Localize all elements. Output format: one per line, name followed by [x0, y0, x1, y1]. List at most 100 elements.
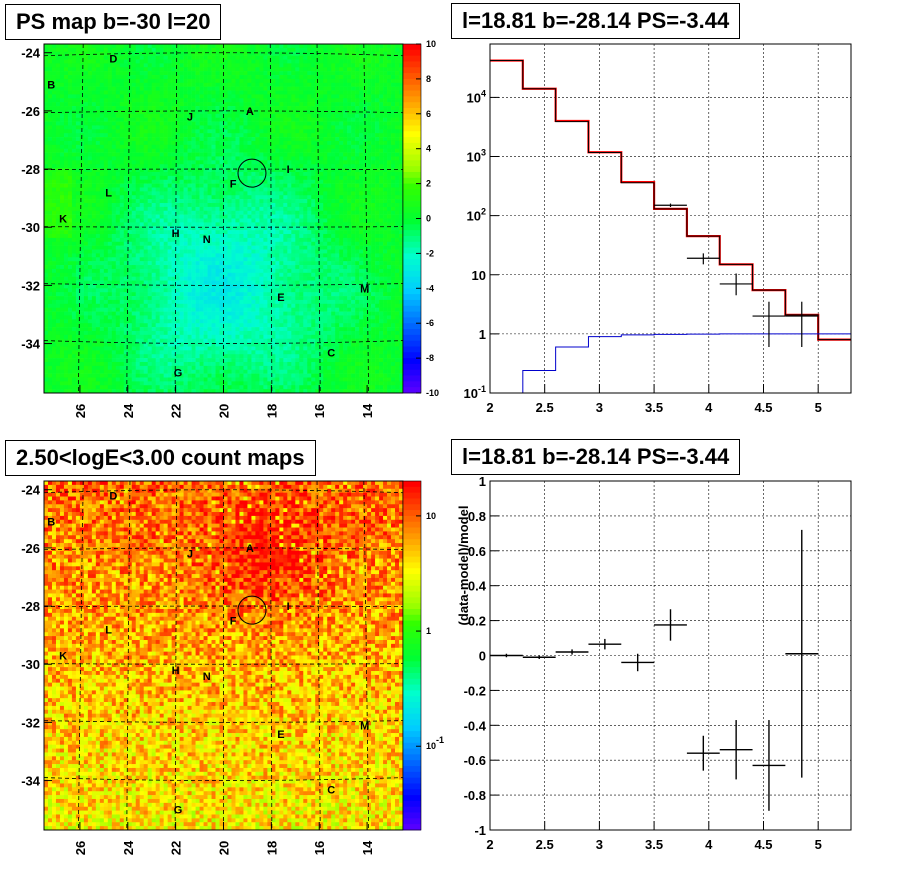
countmap-xtick-label: 26	[73, 841, 88, 855]
countmap-colorbar-cell	[403, 702, 421, 709]
psmap-ytick-label: -32	[21, 278, 40, 293]
countmap-colorbar-cell	[403, 620, 421, 627]
residual-xtick-label: 3.5	[645, 837, 663, 852]
countmap-colorbar-cell	[403, 707, 421, 715]
countmap-colorbar-cell	[403, 556, 421, 563]
countmap-colorbar-cell	[403, 760, 421, 767]
psmap-parallel	[43, 226, 404, 228]
psmap-meridian	[363, 43, 369, 394]
psmap-xtick-label: 18	[264, 404, 279, 418]
residual-ytick-label: 0	[479, 649, 486, 664]
psmap-colorbar-label: -10	[426, 388, 439, 398]
psmap-colorbar-cell	[403, 119, 421, 126]
psmap-colorbar-cell	[403, 369, 421, 376]
countmap-colorbar-cell	[403, 579, 421, 587]
residual-ytick-label: 0.8	[468, 509, 486, 524]
countmap-colorbar-cell	[403, 678, 421, 685]
countmap-colorbar-label: 10	[426, 511, 436, 521]
countmap-colorbar-cell	[403, 585, 421, 592]
spectrum-series-0	[490, 59, 851, 341]
spectrum-xtick-label: 4.5	[754, 400, 772, 415]
psmap-colorbar-cell	[403, 96, 421, 103]
psmap-colorbar-cell	[403, 84, 421, 91]
psmap-colorbar-cell	[403, 282, 421, 289]
psmap-source-label-j: J	[187, 112, 193, 124]
psmap-colorbar-cell	[403, 381, 421, 388]
countmap-source-label-n: N	[203, 671, 211, 683]
countmap-parallel	[43, 663, 404, 665]
spectrum-title: l=18.81 b=-28.14 PS=-3.44	[451, 3, 741, 39]
psmap-colorbar-cell	[403, 218, 421, 225]
residual-title: l=18.81 b=-28.14 PS=-3.44	[451, 439, 741, 475]
countmap-colorbar-cell	[403, 736, 421, 744]
psmap-colorbar-cell	[403, 375, 421, 382]
countmap-colorbar-cell	[403, 783, 421, 790]
psmap-colorbar-label: 6	[426, 109, 431, 119]
countmap-source-label-c: C	[327, 784, 335, 796]
countmap: D B J A F I L K H N E M C G -24 -26 -28 -30 -32 -34 26 24 22 20…	[21, 480, 444, 855]
psmap-colorbar-cell	[403, 201, 421, 208]
countmap-xtick-label: 24	[121, 840, 136, 855]
countmap-colorbar-cell	[403, 655, 421, 662]
psmap-colorbar-cell	[403, 253, 421, 260]
countmap-xtick-label: 18	[264, 841, 279, 855]
psmap-colorbar-cell	[403, 224, 421, 231]
psmap-colorbar-label: -8	[426, 353, 434, 363]
psmap-colorbar-cell	[403, 363, 421, 371]
psmap-colorbar-cell	[403, 44, 421, 51]
countmap-colorbar-cell	[403, 608, 421, 616]
psmap-colorbar-cell	[403, 125, 421, 132]
countmap-colorbar-cell	[403, 574, 421, 581]
psmap-ytick-label: -30	[21, 220, 40, 235]
countmap-colorbar-cell	[403, 812, 421, 819]
psmap-colorbar-label: 4	[426, 144, 431, 154]
psmap-colorbar-cell	[403, 358, 421, 365]
psmap-target-circle	[237, 158, 267, 188]
psmap-meridian	[78, 43, 84, 394]
countmap-xtick-label: 22	[169, 841, 184, 855]
countmap-colorbar-cell	[403, 731, 421, 738]
psmap-colorbar-cell	[403, 90, 421, 97]
countmap-meridian	[174, 480, 178, 831]
psmap-xtick-label: 14	[360, 403, 375, 418]
residual-ytick-label: -0.6	[464, 753, 486, 768]
psmap-source-label-d: D	[109, 54, 117, 66]
residual-ytick-label: 0.2	[468, 614, 486, 629]
countmap-ytick-label: -32	[21, 715, 40, 730]
psmap-xtick-label: 26	[73, 404, 88, 418]
countmap-colorbar-cell	[403, 690, 421, 697]
psmap-source-label-b: B	[47, 80, 55, 92]
psmap-source-label-n: N	[203, 234, 211, 246]
psmap-xtick-label: 22	[169, 404, 184, 418]
countmap-xtick-label: 16	[312, 841, 327, 855]
psmap-colorbar-cell	[403, 270, 421, 278]
psmap-colorbar-cell	[403, 276, 421, 283]
residual-xtick-label: 5	[815, 837, 822, 852]
psmap-meridian	[126, 43, 131, 394]
psmap-colorbar-cell	[403, 171, 421, 179]
psmap-colorbar-cell	[403, 154, 421, 161]
residual-grid	[489, 481, 851, 830]
countmap-colorbar-cell	[403, 806, 421, 813]
countmap-colorbar-cell	[403, 725, 421, 732]
residual-ytick-label: -0.8	[464, 788, 486, 803]
psmap-colorbar-cell	[403, 329, 421, 336]
psmap-colorbar-cell	[403, 148, 421, 155]
spectrum-series-1	[490, 60, 851, 341]
psmap-colorbar-cell	[403, 311, 421, 318]
psmap-colorbar-cell	[403, 387, 421, 394]
psmap-parallel	[43, 110, 404, 114]
countmap-colorbar-cell	[403, 649, 421, 656]
countmap-meridian	[363, 480, 369, 831]
countmap-colorbar-cell	[403, 684, 421, 691]
psmap-colorbar-cell	[403, 142, 421, 150]
psmap-colorbar-cell	[403, 294, 421, 301]
countmap-colorbar-cell	[403, 643, 421, 651]
countmap-ytick-label: -30	[21, 657, 40, 672]
residual-plot: 2 2.5 3 3.5 4 4.5 5 1 0.8 0.6 0.4 0.2 0 -0.2 -0.4 -0.6 -…	[456, 474, 852, 852]
countmap-source-label-g: G	[174, 805, 183, 817]
psmap-colorbar-label: -4	[426, 283, 434, 293]
psmap-parallel	[43, 283, 404, 286]
